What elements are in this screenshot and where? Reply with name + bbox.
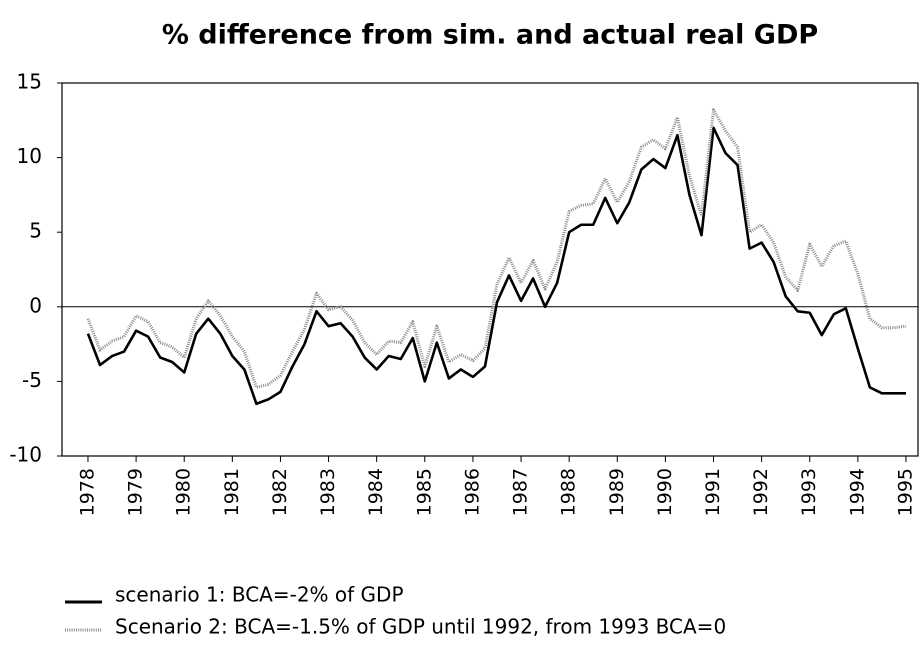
x-tick-label: 1983 xyxy=(317,468,339,516)
x-tick-label: 1979 xyxy=(125,468,147,516)
y-tick-label: 10 xyxy=(17,144,42,168)
x-tick-label: 1980 xyxy=(173,468,195,516)
x-tick-label: 1988 xyxy=(558,468,580,516)
y-tick-label: -10 xyxy=(9,443,42,467)
y-tick-label: 0 xyxy=(29,293,42,317)
x-tick-label: 1992 xyxy=(750,468,772,516)
x-tick-label: 1991 xyxy=(702,468,724,516)
x-tick-label: 1986 xyxy=(461,468,483,516)
y-tick-label: 15 xyxy=(17,70,42,94)
x-tick-label: 1994 xyxy=(846,468,868,516)
series-line xyxy=(86,108,907,389)
x-tick-label: 1990 xyxy=(654,468,676,516)
x-tick-label: 1987 xyxy=(510,468,532,516)
y-tick-label: 5 xyxy=(29,219,42,243)
plot-frame xyxy=(61,82,919,457)
x-tick-label: 1989 xyxy=(606,468,628,516)
legend-label: scenario 1: BCA=-2% of GDP xyxy=(115,583,404,607)
x-tick-label: 1993 xyxy=(798,468,820,516)
x-tick-label: 1995 xyxy=(894,468,916,516)
x-tick-label: 1978 xyxy=(76,468,98,516)
x-tick-label: 1981 xyxy=(221,468,243,516)
x-tick-label: 1985 xyxy=(413,468,435,516)
chart-title: % difference from sim. and actual real G… xyxy=(162,20,818,51)
x-tick-label: 1984 xyxy=(365,468,387,516)
series-line xyxy=(86,126,906,406)
legend-label: Scenario 2: BCA=-1.5% of GDP until 1992,… xyxy=(115,615,726,639)
x-tick-label: 1982 xyxy=(269,468,291,516)
y-tick-label: -5 xyxy=(22,368,42,392)
